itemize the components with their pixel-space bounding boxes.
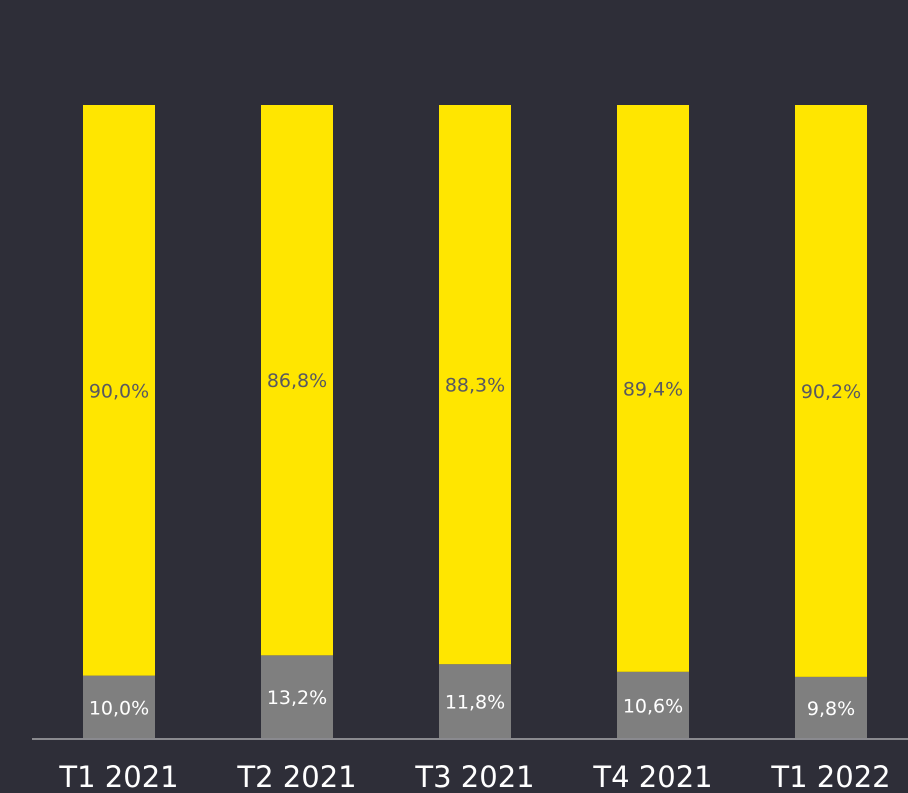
- data-label-bottom-1: 13,2%: [267, 687, 327, 709]
- bar-segment-top-0: [83, 105, 155, 676]
- x-tick-label-0: T1 2021: [58, 760, 178, 793]
- data-label-bottom-3: 10,6%: [623, 695, 683, 717]
- data-label-top-1: 86,8%: [267, 370, 327, 392]
- data-label-top-4: 90,2%: [801, 381, 861, 403]
- bar-segment-bottom-0: [83, 675, 155, 739]
- data-label-top-2: 88,3%: [445, 375, 505, 397]
- x-tick-label-2: T3 2021: [414, 760, 534, 793]
- x-axis-ticks: T1 2021 T2 2021 T3 2021 T4 2021 T1 2022: [58, 760, 890, 793]
- x-tick-label-4: T1 2022: [770, 760, 890, 793]
- bar-segment-top-4: [795, 105, 867, 677]
- bar-segment-bottom-4: [795, 676, 867, 739]
- bar-segment-top-1: [261, 105, 333, 656]
- data-label-bottom-0: 10,0%: [89, 697, 149, 719]
- bar-segment-bottom-1: [261, 655, 333, 739]
- x-tick-label-3: T4 2021: [592, 760, 712, 793]
- x-tick-label-1: T2 2021: [236, 760, 356, 793]
- bar-segment-top-2: [439, 105, 511, 665]
- bars-group: 10,0% 90,0% 13,2% 86,8% 11,8% 88,3% 10,6% 89,4%…: [83, 105, 867, 739]
- data-label-top-3: 89,4%: [623, 378, 683, 400]
- data-label-bottom-2: 11,8%: [445, 692, 505, 714]
- bar-segment-top-3: [617, 105, 689, 672]
- bar-segment-bottom-3: [617, 671, 689, 739]
- data-label-top-0: 90,0%: [89, 380, 149, 402]
- data-label-bottom-4: 9,8%: [807, 698, 855, 720]
- bar-segment-bottom-2: [439, 664, 511, 739]
